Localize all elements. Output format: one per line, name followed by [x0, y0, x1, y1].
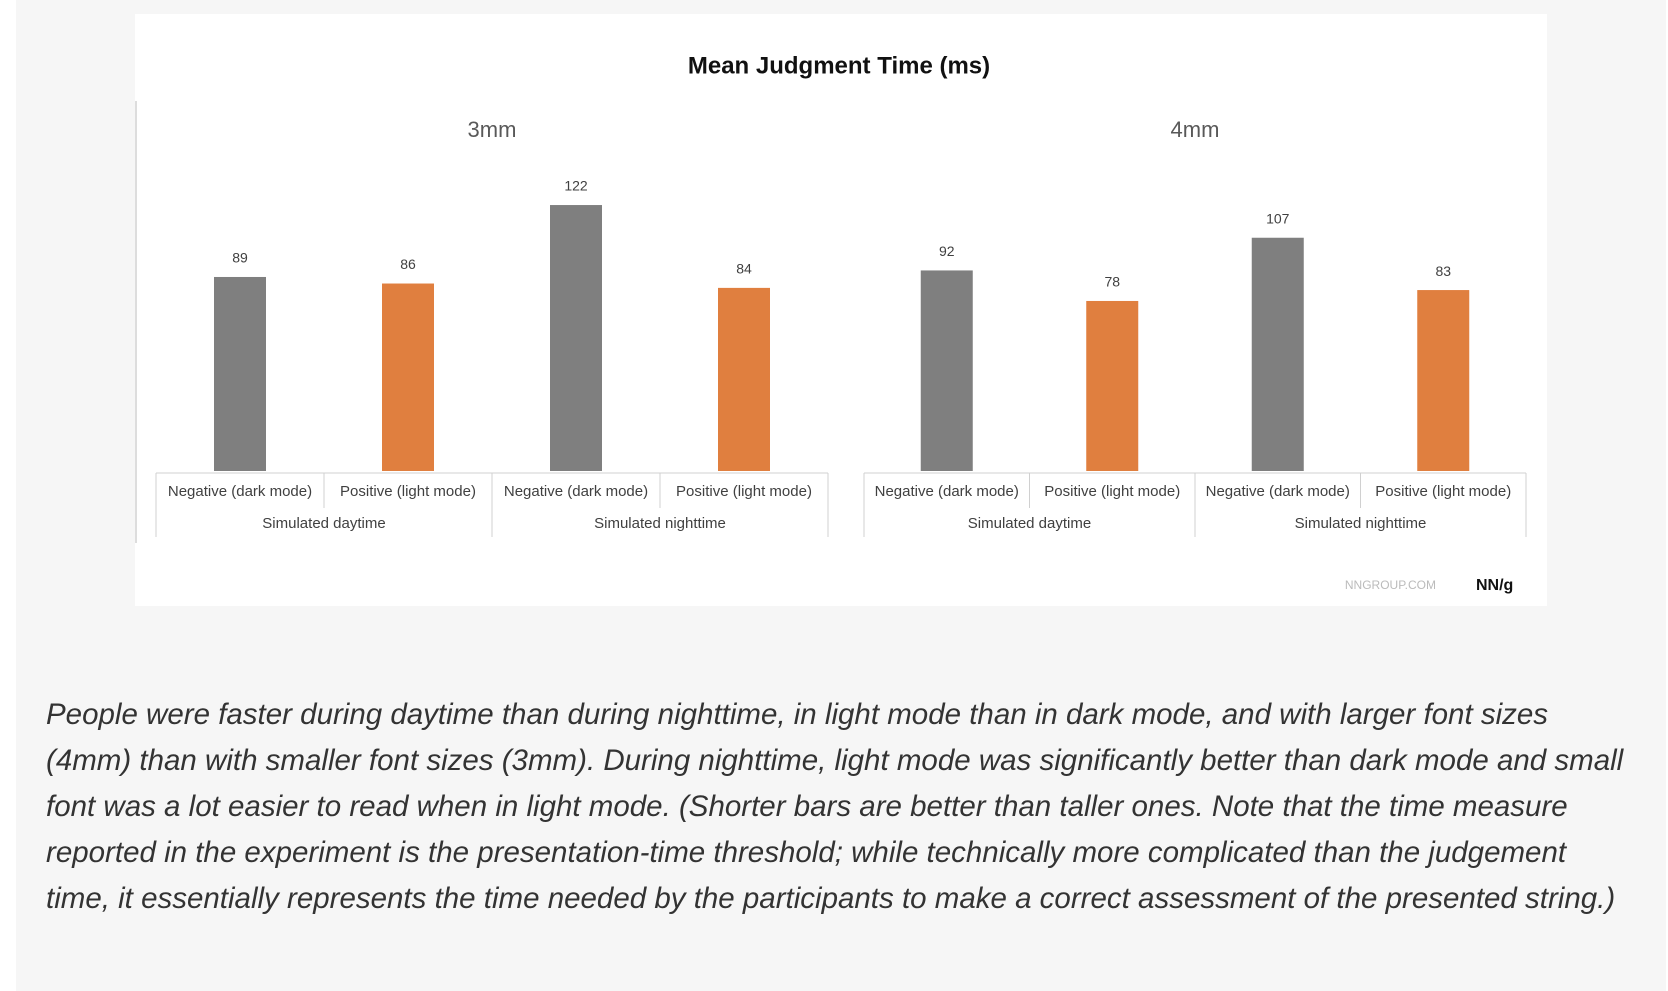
group-label: Simulated nighttime: [1295, 515, 1427, 532]
x-tick-label: Positive (light mode): [340, 483, 476, 500]
data-label: 78: [1104, 274, 1120, 290]
bar: [382, 283, 434, 471]
x-tick-label: Negative (dark mode): [504, 483, 648, 500]
bar: [1086, 300, 1139, 471]
chart-subtitle: 3mm: [468, 117, 517, 142]
watermark: NNGROUP.COM: [1345, 578, 1436, 592]
x-tick-label: Negative (dark mode): [168, 483, 312, 500]
chart: Mean Judgment Time (ms) NNGROUP.COM NN/g…: [135, 14, 1547, 606]
data-label: 92: [939, 243, 955, 259]
chart-background: [135, 14, 1547, 606]
data-label: 86: [400, 256, 416, 272]
data-label: 83: [1435, 263, 1451, 279]
data-label: 84: [736, 261, 752, 277]
caption: People were faster during daytime than d…: [46, 698, 1624, 915]
x-tick-label: Negative (dark mode): [875, 483, 1019, 500]
data-label: 107: [1266, 210, 1290, 226]
bar: [718, 287, 770, 471]
chart-subtitle: 4mm: [1171, 117, 1220, 142]
x-tick-label: Negative (dark mode): [1206, 483, 1350, 500]
x-tick-label: Positive (light mode): [1044, 483, 1180, 500]
bar: [214, 276, 266, 471]
x-tick-label: Positive (light mode): [676, 483, 812, 500]
x-tick-label: Positive (light mode): [1375, 483, 1511, 500]
bar: [920, 270, 973, 471]
data-label: 89: [232, 250, 248, 266]
group-label: Simulated nighttime: [594, 515, 726, 532]
bar: [550, 205, 602, 472]
bar: [1251, 237, 1304, 471]
chart-title: Mean Judgment Time (ms): [688, 52, 990, 79]
group-label: Simulated daytime: [262, 515, 385, 532]
bar: [1417, 290, 1470, 471]
data-label: 122: [564, 178, 588, 194]
group-label: Simulated daytime: [968, 515, 1091, 532]
logo: NN/g: [1476, 577, 1513, 594]
